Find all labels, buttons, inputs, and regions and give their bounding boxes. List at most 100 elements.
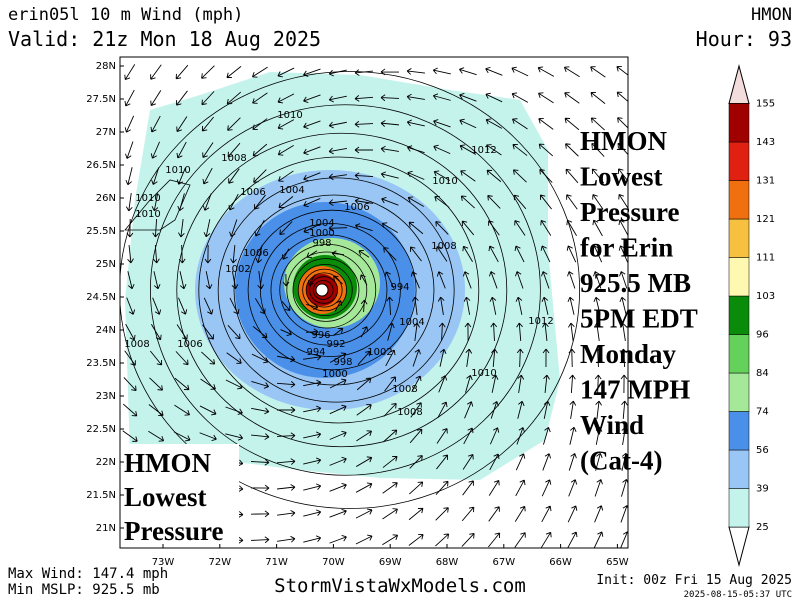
isobar-label: 1008 xyxy=(431,241,456,252)
latitude-label: 28N xyxy=(96,61,116,72)
wind-arrow xyxy=(303,509,322,517)
colorbar-label: 131 xyxy=(756,176,775,187)
annotation-right-line: Pressure xyxy=(580,197,679,227)
wind-arrow xyxy=(176,90,188,106)
wind-arrow xyxy=(149,377,163,391)
wind-arrow xyxy=(515,271,524,289)
wind-arrow xyxy=(202,142,214,158)
isobar xyxy=(233,194,435,386)
wind-arrow xyxy=(199,405,217,416)
wind-arrow xyxy=(543,374,550,393)
wind-arrow xyxy=(408,507,424,521)
annotation-left-line: HMON xyxy=(124,448,211,478)
wind-arrow xyxy=(176,324,188,340)
wind-arrow xyxy=(462,454,474,470)
isobar-label: 1008 xyxy=(221,153,246,164)
wind-arrow xyxy=(331,250,345,258)
wind-arrow xyxy=(541,505,552,523)
wind-arrow xyxy=(329,482,347,492)
latitude-label: 25N xyxy=(96,259,116,270)
wind-arrow xyxy=(228,193,239,211)
wind-arrow xyxy=(489,271,498,289)
wind-arrow xyxy=(459,118,477,129)
longitude-label: 73W xyxy=(152,557,175,568)
wind-arrow xyxy=(463,427,474,445)
latitude-label: 27.5N xyxy=(86,94,116,105)
wind-arrow xyxy=(148,404,164,416)
wind-arrow xyxy=(225,433,244,441)
wind-arrow xyxy=(355,223,373,232)
isobar xyxy=(176,132,508,448)
wind-arrow xyxy=(569,426,577,445)
wind-arrow xyxy=(591,168,605,184)
wind-arrow xyxy=(595,452,603,471)
valid: Valid: 21z Mon 18 Aug 2025 xyxy=(8,27,321,51)
wind-arrow xyxy=(355,508,373,519)
wind-arrow xyxy=(595,426,603,445)
latitude-label: 22.5N xyxy=(86,424,116,435)
wind-arrow xyxy=(437,296,445,315)
wind-arrow xyxy=(621,426,628,445)
wind-arrow xyxy=(433,144,451,155)
wind-arrow xyxy=(277,119,295,130)
annotation-right-line: 5PM EDT xyxy=(580,304,698,334)
wind-arrow xyxy=(303,431,322,439)
isobar-label: 1006 xyxy=(344,202,369,213)
wind-arrow xyxy=(568,479,578,497)
wind-arrow xyxy=(512,118,528,130)
wind-arrow xyxy=(460,195,475,209)
max-wind: Max Wind: 147.4 mph xyxy=(8,566,168,582)
longitude-label: 69W xyxy=(379,557,402,568)
wind-arrow xyxy=(384,271,395,289)
wind-arrow xyxy=(410,246,422,262)
wind-arrow xyxy=(360,299,368,313)
colorbar-band xyxy=(728,141,750,181)
wind-arrow xyxy=(438,322,446,342)
wind-arrow xyxy=(511,66,529,77)
wind-arrow xyxy=(354,197,373,205)
colorbar-band xyxy=(728,218,750,258)
wind-arrow xyxy=(462,480,474,496)
map-field xyxy=(120,64,628,548)
isobars xyxy=(120,71,580,509)
wind-arrow xyxy=(277,93,295,104)
wind-arrow xyxy=(540,245,551,263)
left-annotation-box xyxy=(121,444,239,547)
wind-arrow xyxy=(463,296,471,315)
isobar xyxy=(247,209,417,371)
wind-arrow xyxy=(127,245,134,264)
latitude-label: 21N xyxy=(96,523,116,534)
wind-arrow xyxy=(303,94,321,103)
wind-arrow xyxy=(250,510,270,518)
longitude-label: 72W xyxy=(208,557,231,568)
wind-arrow xyxy=(517,374,525,393)
wind-arrow xyxy=(516,322,523,342)
wind-arrow xyxy=(464,401,474,419)
wind-arrow xyxy=(514,505,526,522)
wind-arrow xyxy=(277,406,296,414)
wind-arrow xyxy=(354,120,374,128)
wind-arrow xyxy=(594,479,603,497)
annotation-right-line: (Cat-4) xyxy=(580,446,662,476)
wind-arrow xyxy=(568,322,575,341)
wind-arrow xyxy=(277,67,295,78)
stamp: 2025-08-15-05:37 UTC xyxy=(684,590,792,600)
wind-arrow xyxy=(513,194,527,210)
wind-arrow xyxy=(329,456,347,466)
colorbar-band xyxy=(728,372,750,412)
wind-arrow xyxy=(199,432,217,442)
wind-arrow xyxy=(381,196,399,206)
wind-arrow xyxy=(411,375,422,393)
isobar xyxy=(305,272,343,308)
wind-arrow xyxy=(303,535,322,543)
wind-arrow xyxy=(360,326,369,338)
wind-arrow xyxy=(355,534,373,545)
wind-arrow xyxy=(491,348,498,368)
wind-arrow xyxy=(515,296,523,315)
wind-arrow xyxy=(435,533,450,547)
wind-arrow xyxy=(540,219,552,236)
wind-arrow xyxy=(410,271,420,289)
wind-arrow xyxy=(407,170,425,180)
wind-arrow xyxy=(277,484,296,491)
